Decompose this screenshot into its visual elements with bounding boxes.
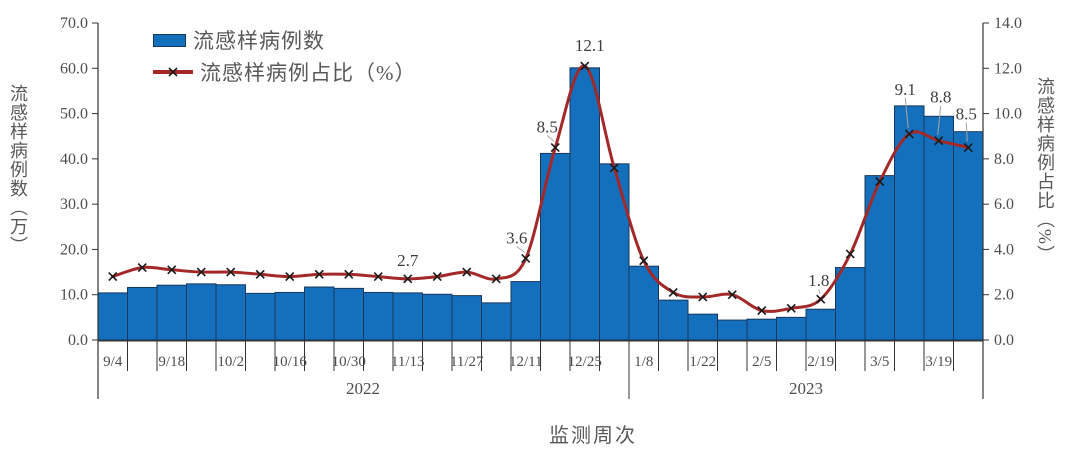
svg-text:12.0: 12.0 — [994, 60, 1022, 77]
svg-text:2/19: 2/19 — [807, 354, 834, 370]
svg-text:0.0: 0.0 — [68, 332, 88, 349]
legend-item-cases: 流感样病例数 — [153, 26, 417, 54]
legend-label-cases: 流感样病例数 — [193, 29, 325, 53]
svg-text:20.0: 20.0 — [60, 241, 88, 258]
year-label-2022: 2022 — [346, 379, 380, 398]
left-axis-title: 流感样病例数（万） — [8, 84, 28, 255]
bar-swatch-icon — [153, 33, 186, 47]
svg-text:9.1: 9.1 — [895, 80, 916, 99]
svg-text:10.0: 10.0 — [994, 106, 1022, 123]
svg-text:8.8: 8.8 — [930, 88, 951, 107]
svg-text:1.8: 1.8 — [808, 271, 829, 290]
svg-text:10/30: 10/30 — [332, 354, 366, 370]
svg-text:11/27: 11/27 — [450, 354, 484, 370]
svg-text:3/5: 3/5 — [870, 354, 889, 370]
svg-text:1/22: 1/22 — [689, 354, 716, 370]
svg-text:12.1: 12.1 — [575, 36, 605, 55]
svg-text:0.0: 0.0 — [994, 332, 1014, 349]
svg-text:8.0: 8.0 — [994, 151, 1014, 168]
svg-text:11/13: 11/13 — [391, 354, 425, 370]
svg-text:4.0: 4.0 — [994, 241, 1014, 258]
svg-text:9/4: 9/4 — [103, 354, 123, 370]
svg-text:30.0: 30.0 — [60, 196, 88, 213]
svg-text:8.5: 8.5 — [537, 118, 558, 137]
svg-text:3.6: 3.6 — [506, 228, 527, 247]
svg-text:6.0: 6.0 — [994, 196, 1014, 213]
line-swatch-icon — [153, 66, 193, 78]
svg-text:2.7: 2.7 — [397, 251, 419, 270]
right-axis-title: 流感样病例占比（%） — [1035, 77, 1055, 264]
svg-text:3/19: 3/19 — [925, 354, 952, 370]
svg-text:2.0: 2.0 — [994, 287, 1014, 304]
svg-text:8.5: 8.5 — [956, 105, 977, 124]
x-axis-title: 监测周次 — [549, 425, 637, 447]
svg-text:10/2: 10/2 — [217, 354, 244, 370]
legend-label-percentage: 流感样病例占比（%） — [200, 61, 417, 85]
svg-text:60.0: 60.0 — [60, 60, 88, 77]
svg-text:70.0: 70.0 — [60, 15, 88, 32]
svg-text:14.0: 14.0 — [994, 15, 1022, 32]
svg-text:12/25: 12/25 — [568, 354, 602, 370]
legend-item-percentage: 流感样病例占比（%） — [153, 58, 417, 86]
svg-text:1/8: 1/8 — [634, 354, 653, 370]
svg-text:2/5: 2/5 — [752, 354, 771, 370]
legend: 流感样病例数 流感样病例占比（%） — [153, 26, 417, 86]
year-label-2023: 2023 — [789, 379, 823, 398]
svg-text:50.0: 50.0 — [60, 106, 88, 123]
svg-text:10.0: 10.0 — [60, 287, 88, 304]
svg-text:12/11: 12/11 — [509, 354, 543, 370]
svg-text:40.0: 40.0 — [60, 151, 88, 168]
svg-text:9/18: 9/18 — [158, 354, 185, 370]
svg-text:10/16: 10/16 — [273, 354, 308, 370]
